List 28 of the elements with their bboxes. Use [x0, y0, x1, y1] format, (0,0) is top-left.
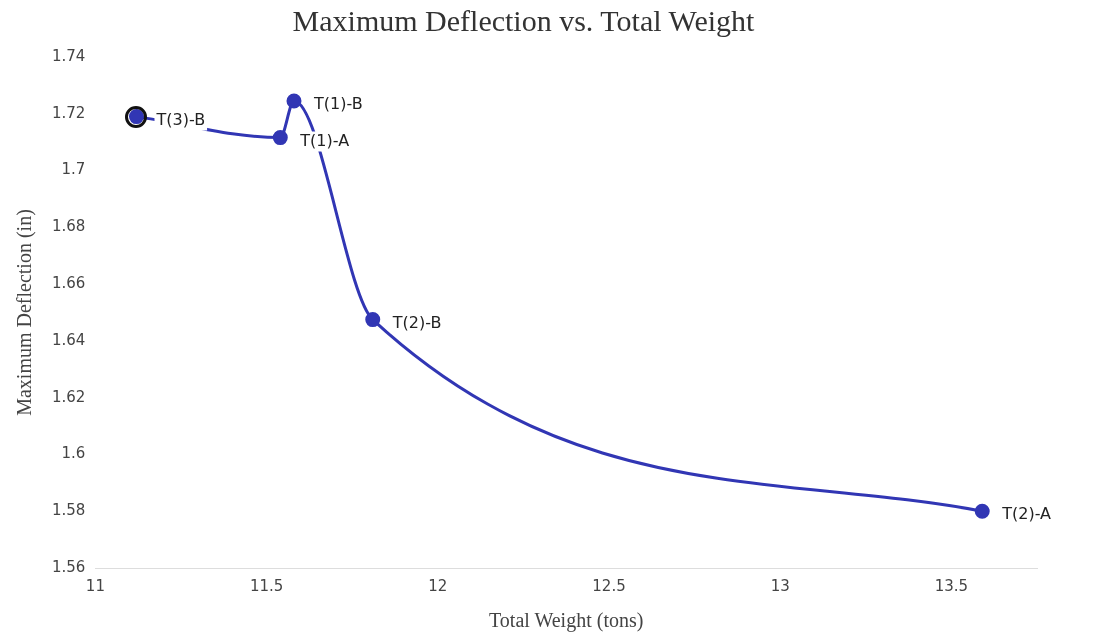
point: [286, 93, 302, 109]
chart-title: Maximum Deflection vs. Total Weight: [292, 3, 756, 37]
y-tick-label: 1.58: [51, 501, 86, 520]
x-tick-label: 13: [770, 576, 790, 595]
annotation: T(2)-A: [1001, 504, 1052, 524]
y-tick-label: 1.6: [61, 444, 86, 463]
y-tick-label: 1.74: [51, 46, 86, 65]
y-tick-label: 1.62: [51, 387, 86, 406]
y-tick-label: 1.72: [51, 103, 86, 122]
point: [974, 503, 990, 519]
annotation: T(3)-B: [155, 109, 206, 129]
annotation: T(1)-A: [299, 130, 350, 150]
x-tick-label: 11.5: [249, 576, 284, 595]
point: [272, 130, 288, 146]
x-axis-title: Total Weight (tons): [489, 609, 644, 633]
annotation: T(1)-B: [312, 94, 363, 114]
y-tick-label: 1.68: [51, 217, 86, 236]
x-tick-label: 13.5: [934, 576, 969, 595]
annotation: T(2)-B: [391, 312, 442, 332]
point: [365, 312, 381, 328]
y-tick-label: 1.7: [61, 160, 86, 179]
x-tick-label: 11: [85, 576, 105, 595]
y-tick-label: 1.66: [51, 274, 86, 292]
y-axis-title: Maximum Deflection (in): [13, 209, 37, 416]
y-tick-label: 1.56: [51, 557, 86, 576]
x-tick-label: 12: [428, 576, 448, 595]
x-tick-label: 12.5: [592, 576, 626, 595]
y-tick-label: 1.64: [51, 330, 86, 349]
